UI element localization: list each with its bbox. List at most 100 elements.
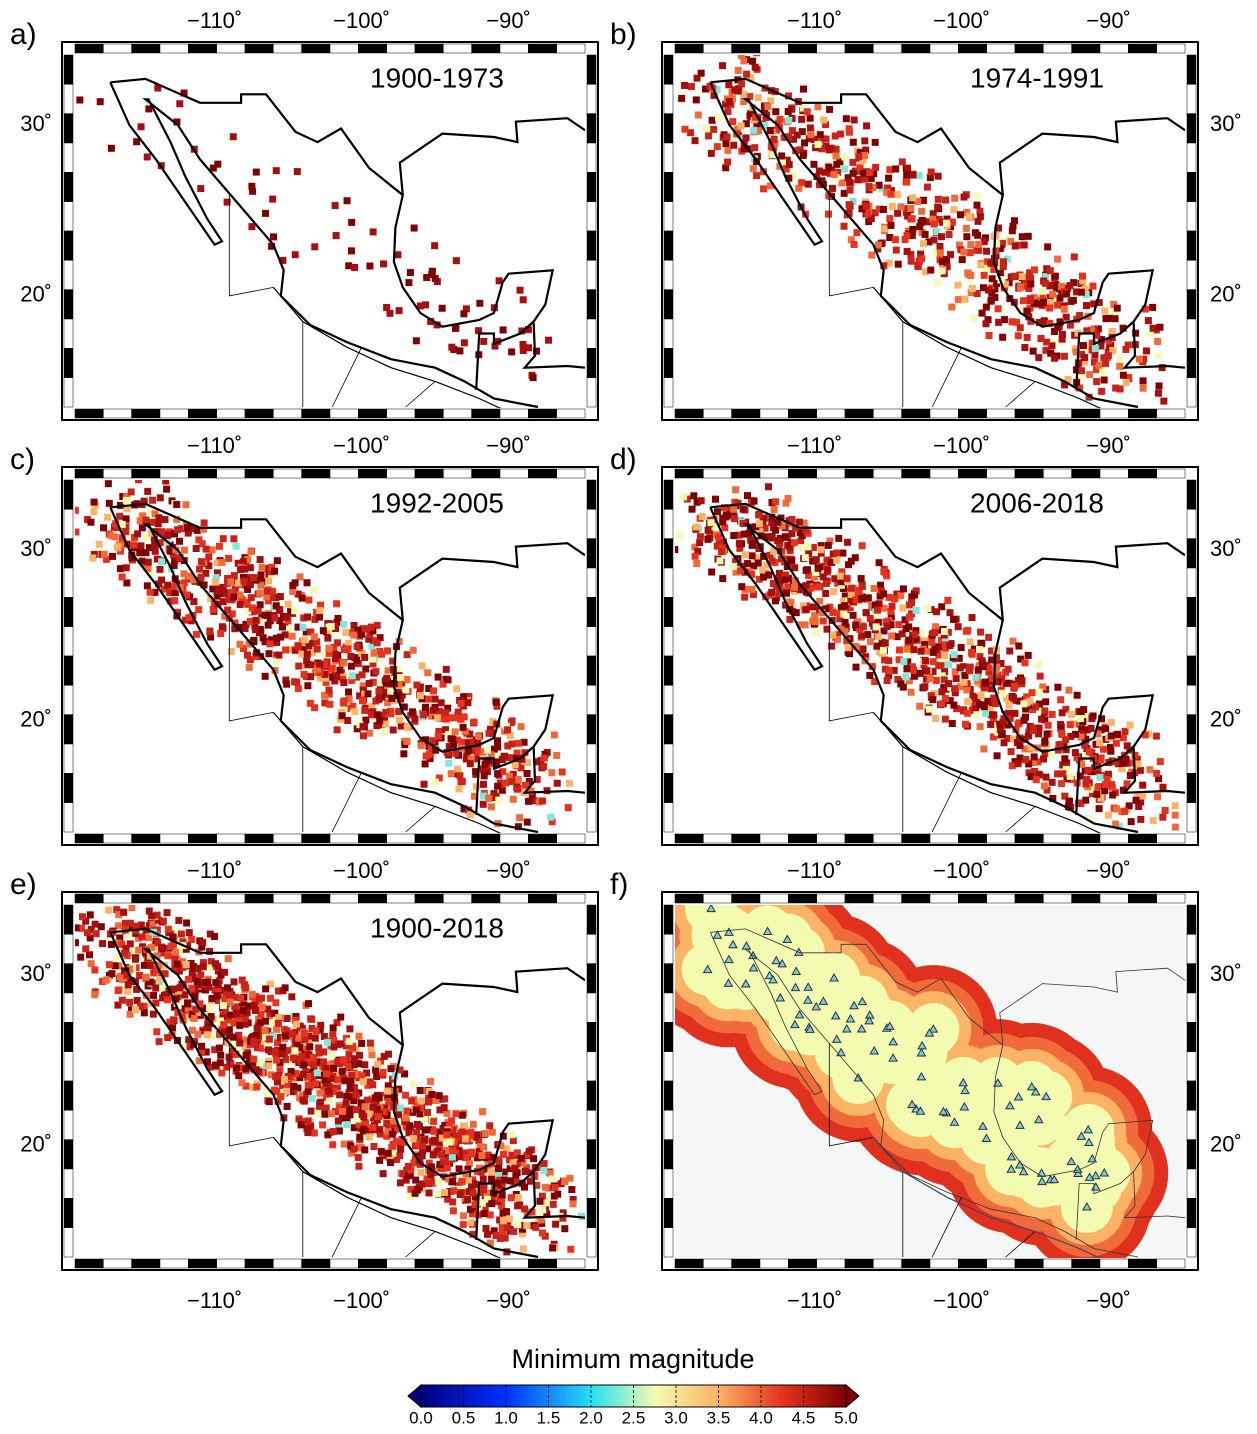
border-tick: [958, 894, 986, 903]
border-tick: [902, 44, 930, 53]
border-tick: [788, 894, 816, 903]
event-marker: [517, 287, 524, 294]
event-marker: [980, 284, 987, 291]
event-marker: [1056, 295, 1063, 302]
event-marker: [79, 913, 86, 920]
event-marker: [1006, 702, 1013, 709]
event-marker: [518, 723, 525, 730]
border-tick: [664, 1198, 673, 1227]
event-marker: [852, 622, 859, 629]
event-marker: [979, 310, 986, 317]
event-marker: [413, 682, 420, 689]
event-marker: [158, 558, 165, 565]
border-tick: [64, 202, 73, 231]
event-marker: [171, 597, 178, 604]
border-tick: [64, 1140, 73, 1169]
event-marker: [185, 976, 192, 983]
event-marker: [298, 1121, 305, 1128]
event-marker: [384, 1088, 391, 1095]
event-marker: [265, 577, 272, 584]
event-marker: [1143, 347, 1150, 354]
event-marker: [995, 319, 1002, 326]
map-panel: [662, 42, 1198, 420]
event-marker: [291, 678, 298, 685]
border-tick: [1015, 469, 1043, 478]
event-marker: [417, 692, 424, 699]
event-marker: [904, 248, 911, 255]
event-marker: [155, 514, 162, 521]
event-marker: [872, 139, 879, 146]
event-marker: [305, 1082, 312, 1089]
border-tick: [64, 55, 73, 84]
event-marker: [186, 929, 193, 936]
event-marker: [859, 542, 866, 549]
event-marker: [300, 1061, 307, 1068]
border-tick: [703, 1259, 731, 1268]
event-marker: [356, 1033, 363, 1040]
event-marker: [515, 740, 522, 747]
event-marker: [449, 1178, 456, 1185]
event-marker: [693, 523, 700, 530]
event-marker: [886, 667, 893, 674]
event-marker: [843, 575, 850, 582]
event-marker: [536, 1198, 543, 1205]
event-marker: [407, 269, 414, 276]
border-tick: [664, 803, 673, 832]
event-marker: [1096, 739, 1103, 746]
event-marker: [354, 643, 361, 650]
event-marker: [299, 595, 306, 602]
event-marker: [1058, 730, 1065, 737]
border-tick: [958, 409, 986, 418]
event-marker: [962, 721, 969, 728]
border-tick: [188, 469, 216, 478]
event-marker: [430, 707, 437, 714]
event-marker: [1057, 696, 1064, 703]
event-marker: [1128, 818, 1135, 825]
border-tick: [160, 1259, 188, 1268]
event-marker: [798, 116, 805, 123]
event-marker: [998, 731, 1005, 738]
event-marker: [722, 140, 729, 147]
event-marker: [436, 1092, 443, 1099]
event-marker: [1058, 780, 1065, 787]
border-tick: [1072, 469, 1100, 478]
event-marker: [888, 222, 895, 229]
event-marker: [1044, 731, 1051, 738]
event-marker: [319, 1121, 326, 1128]
event-marker: [216, 543, 223, 550]
event-marker: [866, 169, 873, 176]
border-tick: [664, 1022, 673, 1051]
event-marker: [333, 600, 340, 607]
event-marker: [230, 594, 237, 601]
event-marker: [802, 554, 809, 561]
border-tick: [902, 894, 930, 903]
event-marker: [156, 566, 163, 573]
event-marker: [950, 616, 957, 623]
event-marker: [199, 939, 206, 946]
event-marker: [130, 541, 137, 548]
event-marker: [253, 617, 260, 624]
lon-tick-label: −100˚: [333, 433, 390, 458]
event-marker: [1059, 770, 1066, 777]
event-marker: [206, 1004, 213, 1011]
event-marker: [311, 586, 318, 593]
event-marker: [719, 62, 726, 69]
event-marker: [370, 228, 377, 235]
border-tick: [302, 1259, 330, 1268]
event-marker: [453, 685, 460, 692]
event-marker: [718, 548, 725, 555]
event-marker: [504, 726, 511, 733]
event-marker: [360, 732, 367, 739]
event-marker: [1101, 377, 1108, 384]
event-marker: [855, 153, 862, 160]
event-marker: [1054, 684, 1061, 691]
event-marker: [1114, 305, 1121, 312]
border-tick: [64, 260, 73, 289]
lat-tick-label: 20˚: [1210, 282, 1242, 307]
event-marker: [279, 1050, 286, 1057]
border-tick: [587, 1081, 596, 1110]
event-marker: [1086, 371, 1093, 378]
period-label: 2006-2018: [970, 487, 1104, 518]
event-marker: [411, 225, 418, 232]
border-tick: [273, 1259, 301, 1268]
